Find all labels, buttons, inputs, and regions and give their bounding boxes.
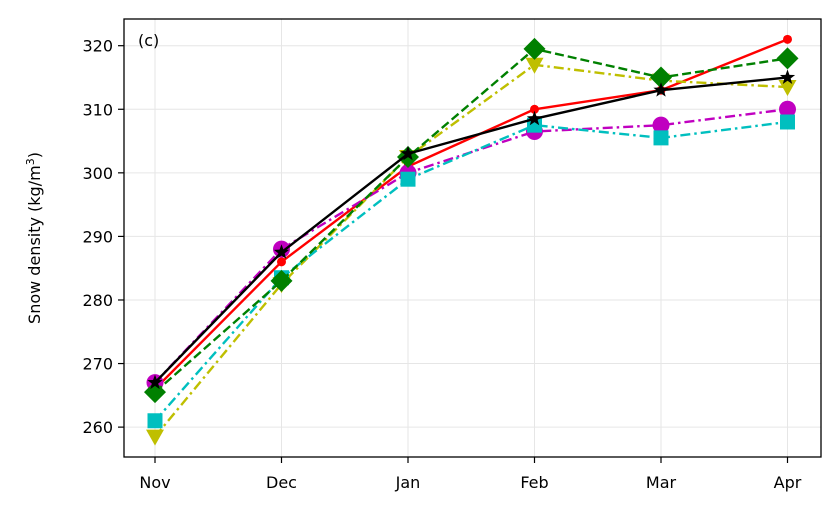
y-tick-label: 310 [82, 100, 113, 119]
marker-diamond [523, 37, 546, 60]
marker-triangle-down [525, 57, 544, 74]
y-axis-label-close: ) [25, 152, 44, 158]
marker-diamond [270, 269, 293, 292]
x-tick-label: Apr [774, 473, 802, 492]
marker-dot [277, 257, 286, 267]
x-tick-label: Jan [395, 473, 421, 492]
x-tick-label: Mar [646, 473, 677, 492]
marker-star [526, 110, 543, 126]
y-axis-label-main: Snow density (kg/m [25, 165, 44, 324]
panel-label: (c) [138, 31, 159, 50]
y-tick-label: 300 [82, 164, 113, 183]
x-tick-label: Feb [520, 473, 548, 492]
marker-star [273, 244, 290, 259]
marker-circle [779, 100, 796, 118]
data-series [147, 69, 796, 390]
y-tick-label: 260 [82, 418, 113, 437]
marker-square [527, 117, 542, 133]
y-tick-label: 320 [82, 37, 113, 56]
marker-star [400, 145, 416, 161]
axis-ticks: Nov Dec Jan Feb Mar Apr 260 270 280 290 300 310 320 [82, 37, 801, 492]
y-axis-label: Snow density (kg/m3) [24, 152, 45, 324]
y-axis-label-superscript: 3 [24, 158, 37, 165]
series-layer [144, 34, 799, 446]
series-line [154, 63, 788, 438]
marker-circle [652, 116, 670, 134]
marker-square [400, 171, 416, 187]
y-tick-label: 270 [82, 355, 113, 374]
marker-square [147, 413, 163, 429]
marker-dot [530, 104, 539, 114]
marker-star [147, 374, 163, 390]
series-line [154, 108, 788, 384]
marker-square [780, 114, 795, 130]
marker-square [653, 130, 669, 146]
marker-diamond [144, 381, 166, 404]
marker-diamond [650, 66, 672, 89]
y-tick-label: 290 [82, 227, 113, 246]
marker-triangle-down [146, 429, 164, 446]
x-tick-label: Dec [266, 473, 297, 492]
x-tick-label: Nov [139, 473, 170, 492]
plot-frame [123, 18, 822, 458]
series-line [154, 120, 788, 422]
series-line [154, 76, 788, 384]
marker-diamond [776, 47, 799, 70]
marker-star [653, 82, 669, 97]
marker-dot [783, 34, 792, 44]
marker-triangle-down [778, 80, 797, 97]
y-tick-label: 280 [82, 291, 113, 310]
marker-star [779, 69, 796, 84]
